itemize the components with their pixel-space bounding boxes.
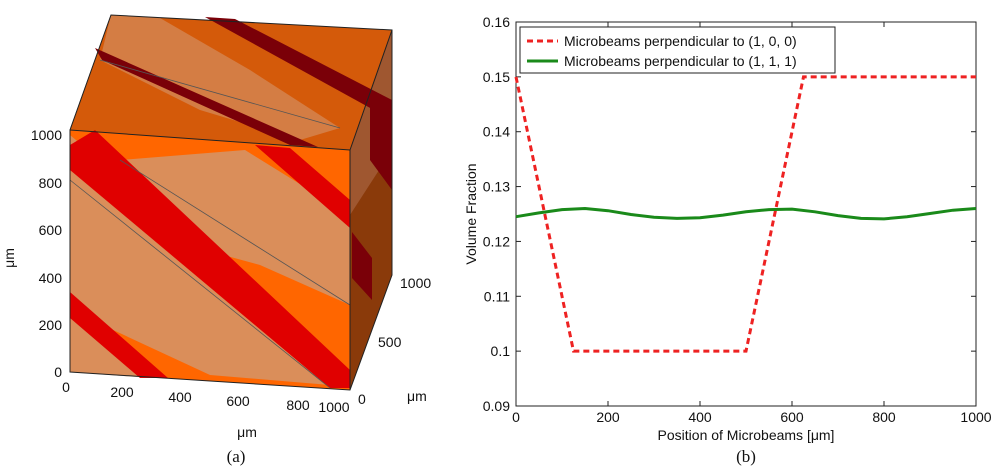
microbeam-band	[255, 145, 350, 228]
x-tick-label: 0	[512, 409, 520, 425]
plane-edge	[119, 159, 351, 306]
y-tick-label: 0.1	[491, 343, 511, 359]
z-tick-label: 400	[39, 270, 63, 286]
legend: Microbeams perpendicular to (1, 0, 0) Mi…	[519, 26, 836, 74]
z-tick-label: 200	[39, 317, 63, 333]
x-tick-label: 200	[596, 409, 620, 425]
panel-a-3d-block: 0 200 400 600 800 1000 μm 0 200 400 600 …	[1, 14, 431, 466]
z-axis: 0 200 400 600 800 1000 μm	[1, 127, 62, 380]
legend-label-series-2: Microbeams perpendicular to (1, 1, 1)	[564, 53, 797, 69]
legend-box	[519, 26, 836, 74]
panel-b-chart: 0 200 400 600 800 1000 0.09 0.1 0.11 0.12 0.13 0.1…	[463, 14, 992, 466]
x-tick-label: 200	[110, 384, 134, 400]
z-tick-label: 0	[54, 364, 62, 380]
y-tick-label: 1000	[400, 275, 431, 291]
y-axis-ticks: 0.09 0.1 0.11 0.12 0.13 0.14 0.15 0.16	[483, 14, 976, 414]
microbeam-band-top	[205, 17, 392, 120]
y-tick-label: 0.09	[483, 398, 510, 414]
x-tick-label: 600	[226, 393, 250, 409]
x-tick-label: 1000	[318, 399, 349, 415]
panel-b-caption: (b)	[736, 447, 756, 466]
y-tick-label: 0.12	[483, 233, 510, 249]
microbeam-band	[70, 130, 350, 388]
z-tick-label: 600	[39, 222, 63, 238]
y-tick-label: 500	[378, 334, 402, 350]
y-tick-label: 0.13	[483, 179, 510, 195]
series-line-1	[514, 75, 976, 353]
z-tick-label: 1000	[31, 127, 62, 143]
x-tick-label: 800	[872, 409, 896, 425]
microbeam-band-side	[352, 232, 372, 300]
y-tick-label: 0.16	[483, 14, 510, 30]
cube-edge	[69, 129, 351, 151]
panel-a-caption: (a)	[227, 447, 246, 466]
cube-edge	[349, 29, 393, 151]
cube-outline	[69, 14, 393, 391]
y-axis-label: μm	[407, 388, 427, 404]
inner-plane	[120, 150, 350, 305]
x-tick-label: 1000	[960, 409, 991, 425]
microbeam-band	[70, 292, 168, 378]
y-tick-label: 0.14	[483, 124, 510, 140]
chart-y-axis-label: Volume Fraction	[463, 163, 479, 264]
plane-edge	[69, 179, 331, 389]
plot-frame	[515, 21, 977, 407]
x-axis: 0 200 400 600 800 1000 μm	[62, 379, 350, 440]
y-axis: 0 500 1000 μm	[358, 275, 431, 407]
x-axis-ticks: 0 200 400 600 800 1000	[512, 22, 992, 425]
microbeam-band-side	[370, 100, 392, 190]
z-axis-label: μm	[1, 248, 17, 268]
series-group	[514, 75, 977, 353]
legend-label-series-1: Microbeams perpendicular to (1, 0, 0)	[564, 33, 797, 49]
plane-edge	[99, 59, 341, 129]
x-tick-label: 400	[168, 389, 192, 405]
series-line-2	[515, 206, 977, 221]
y-tick-label: 0.15	[483, 69, 510, 85]
inner-plane-top	[100, 15, 340, 140]
x-axis-label: μm	[237, 424, 257, 440]
microbeam-band-top	[95, 48, 318, 147]
x-tick-label: 600	[780, 409, 804, 425]
y-tick-label: 0	[358, 391, 366, 407]
chart-x-axis-label: Position of Microbeams [μm]	[658, 427, 835, 443]
y-tick-label: 0.11	[484, 288, 510, 304]
x-tick-label: 400	[688, 409, 712, 425]
x-tick-label: 800	[286, 397, 310, 413]
z-tick-label: 800	[39, 175, 63, 191]
x-tick-label: 0	[62, 379, 70, 395]
